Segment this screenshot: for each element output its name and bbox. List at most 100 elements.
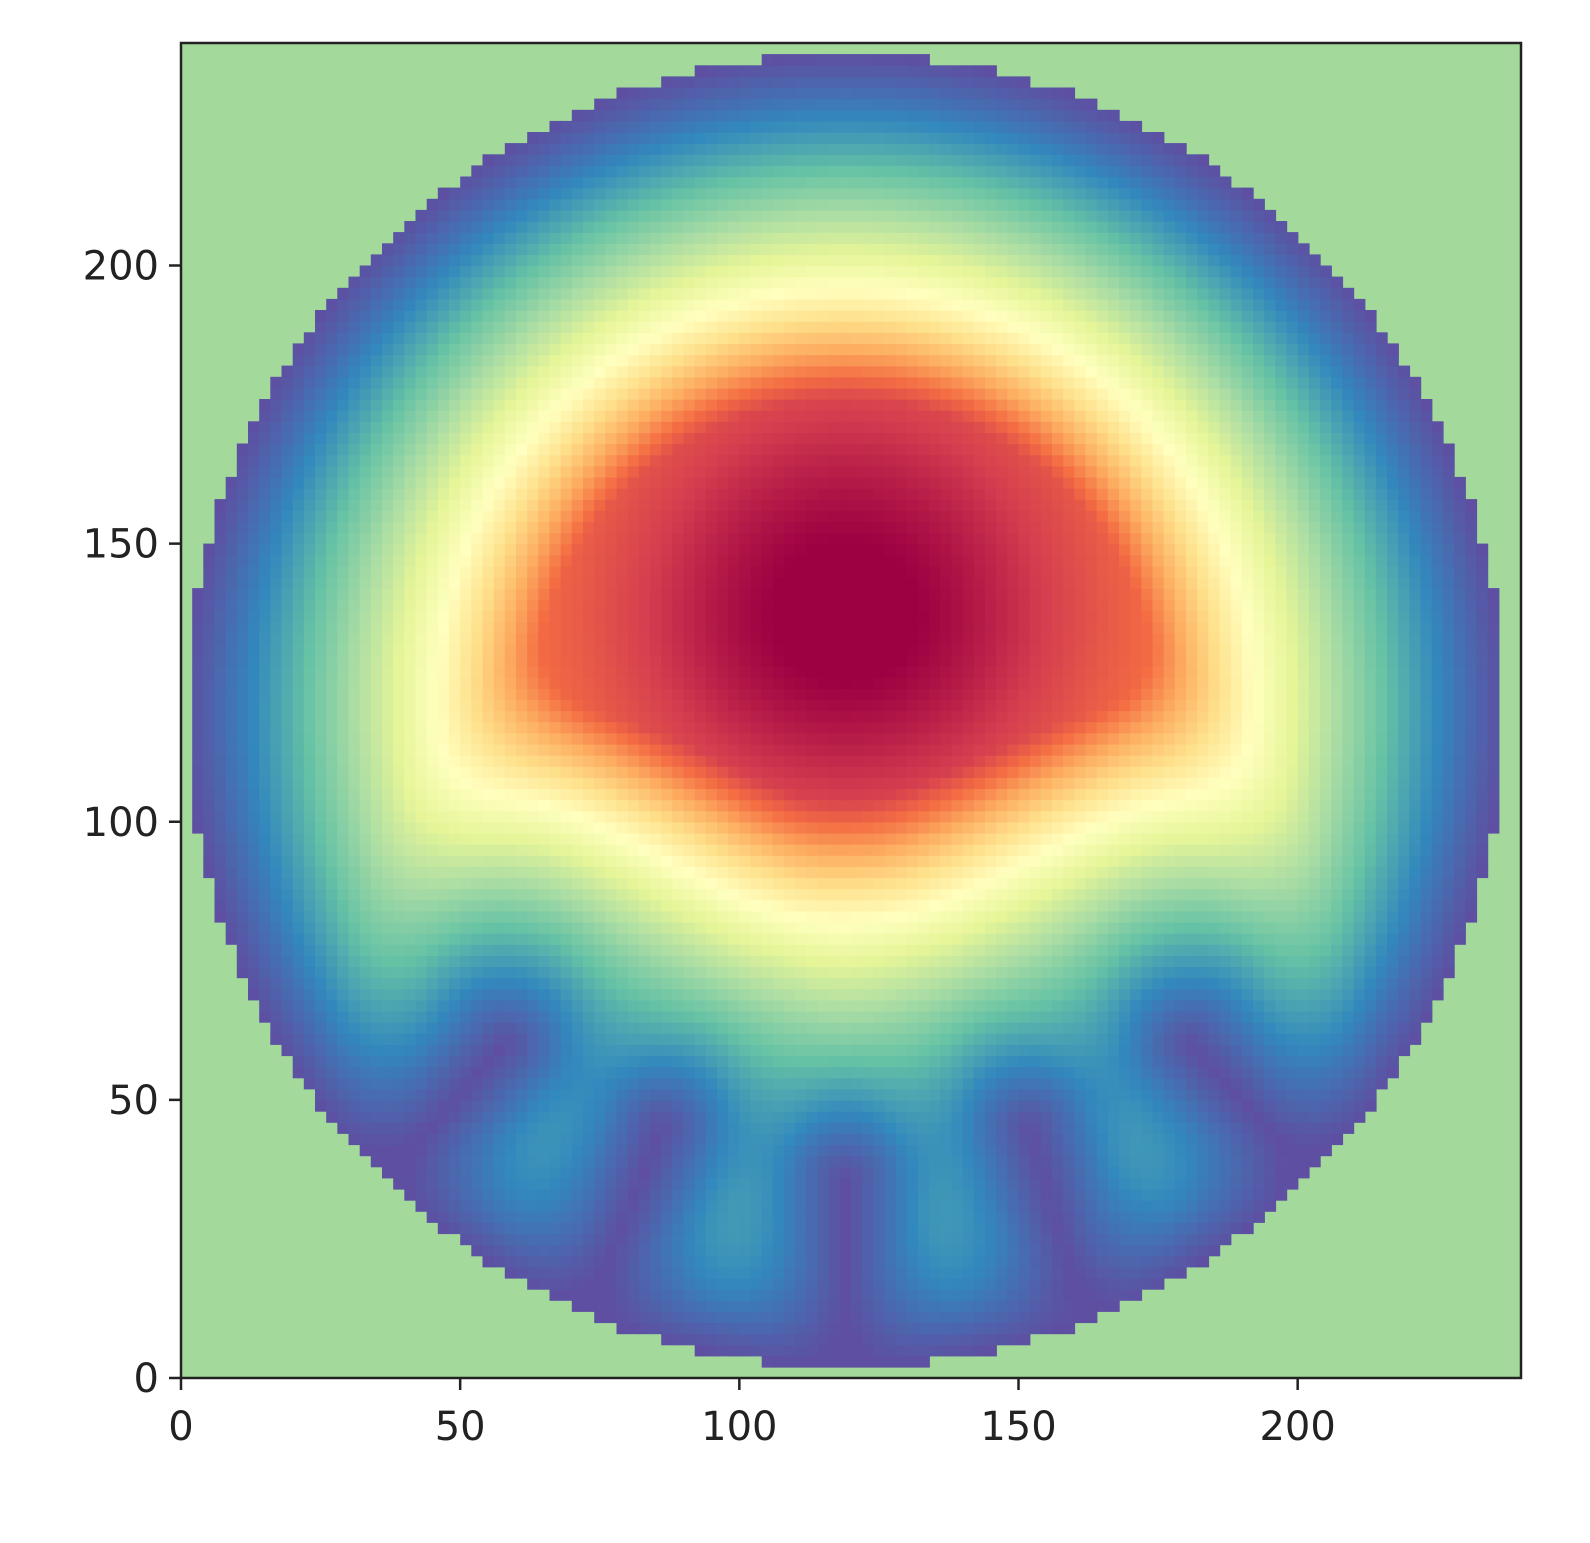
heatmap-cell (694, 287, 707, 300)
heatmap-cell (326, 910, 339, 923)
heatmap-cell (404, 543, 417, 556)
heatmap-cell (694, 209, 707, 222)
heatmap-cell (337, 933, 350, 945)
heatmap-cell (717, 265, 729, 278)
heatmap-cell (527, 1233, 540, 1246)
heatmap-cell (471, 254, 484, 267)
heatmap-cell (795, 1122, 808, 1134)
heatmap-cell (504, 788, 517, 801)
heatmap-cell (248, 844, 260, 856)
heatmap-cell (259, 944, 272, 956)
heatmap-cell (661, 399, 674, 411)
heatmap-cell (415, 732, 428, 745)
heatmap-cell (348, 276, 361, 289)
heatmap-cell (605, 154, 618, 167)
heatmap-cell (650, 743, 662, 756)
heatmap-cell (571, 599, 584, 612)
heatmap-cell (504, 465, 517, 478)
heatmap-cell (739, 821, 752, 834)
heatmap-cell (426, 933, 439, 945)
heatmap-cell (527, 165, 540, 178)
heatmap-cell (538, 933, 551, 945)
heatmap-cell (504, 265, 517, 278)
heatmap-cell (795, 721, 808, 734)
heatmap-cell (337, 966, 350, 979)
heatmap-cell (739, 988, 752, 1001)
heatmap-cell (694, 532, 707, 545)
heatmap-cell (404, 454, 417, 467)
heatmap-cell (772, 254, 785, 267)
heatmap-cell (527, 955, 540, 968)
heatmap-cell (560, 298, 573, 311)
heatmap-cell (493, 465, 506, 478)
heatmap-cell (761, 832, 774, 845)
heatmap-cell (426, 643, 439, 656)
heatmap-cell (225, 621, 238, 634)
heatmap-cell (382, 933, 394, 945)
heatmap-cell (560, 988, 573, 1001)
heatmap-cell (292, 1055, 305, 1068)
heatmap-cell (516, 1233, 528, 1246)
heatmap-cell (337, 399, 350, 411)
heatmap-cell (471, 777, 484, 790)
heatmap-cell (359, 554, 372, 567)
heatmap-cell (728, 1222, 741, 1235)
heatmap-cell (426, 1088, 439, 1101)
heatmap-cell (516, 677, 528, 689)
heatmap-cell (739, 476, 752, 489)
heatmap-cell (728, 209, 741, 222)
heatmap-cell (281, 988, 294, 1001)
heatmap-cell (683, 743, 696, 756)
heatmap-cell (661, 87, 674, 100)
heatmap-cell (516, 799, 528, 812)
heatmap-cell (449, 1111, 461, 1123)
heatmap-cell (404, 621, 417, 634)
heatmap-cell (493, 766, 506, 778)
heatmap-cell (683, 98, 696, 111)
heatmap-cell (292, 699, 305, 712)
heatmap-cell (538, 243, 551, 256)
heatmap-cell (370, 844, 383, 856)
heatmap-cell (784, 777, 796, 790)
heatmap-cell (315, 955, 327, 968)
heatmap-cell (571, 955, 584, 968)
heatmap-cell (594, 632, 607, 645)
heatmap-cell (594, 1233, 607, 1246)
heatmap-cell (705, 710, 718, 723)
heatmap-cell (248, 910, 260, 923)
heatmap-cell (426, 1010, 439, 1023)
heatmap-cell (571, 1144, 584, 1157)
heatmap-cell (382, 1077, 394, 1090)
heatmap-cell (616, 944, 629, 956)
heatmap-cell (516, 1266, 528, 1279)
heatmap-cell (560, 554, 573, 567)
heatmap-cell (705, 1122, 718, 1134)
heatmap-cell (694, 421, 707, 434)
heatmap-cell (370, 421, 383, 434)
heatmap-cell (270, 643, 283, 656)
heatmap-cell (594, 476, 607, 489)
heatmap-cell (784, 1300, 796, 1312)
heatmap-cell (761, 454, 774, 467)
heatmap-cell (471, 310, 484, 322)
heatmap-cell (482, 1255, 495, 1268)
heatmap-cell (672, 1233, 685, 1246)
heatmap-cell (717, 1200, 729, 1212)
heatmap-cell (717, 866, 729, 879)
heatmap-cell (415, 1055, 428, 1068)
heatmap-cell (460, 276, 473, 289)
heatmap-cell (449, 799, 461, 812)
heatmap-cell (784, 588, 796, 600)
heatmap-cell (337, 677, 350, 689)
heatmap-cell (326, 599, 339, 612)
heatmap-cell (683, 365, 696, 378)
heatmap-cell (516, 1044, 528, 1057)
heatmap-cell (426, 921, 439, 934)
heatmap-cell (583, 354, 595, 367)
heatmap-cell (594, 910, 607, 923)
heatmap-cell (326, 521, 339, 534)
heatmap-cell (370, 643, 383, 656)
heatmap-cell (404, 1033, 417, 1045)
heatmap-cell (326, 310, 339, 322)
heatmap-cell (449, 921, 461, 934)
